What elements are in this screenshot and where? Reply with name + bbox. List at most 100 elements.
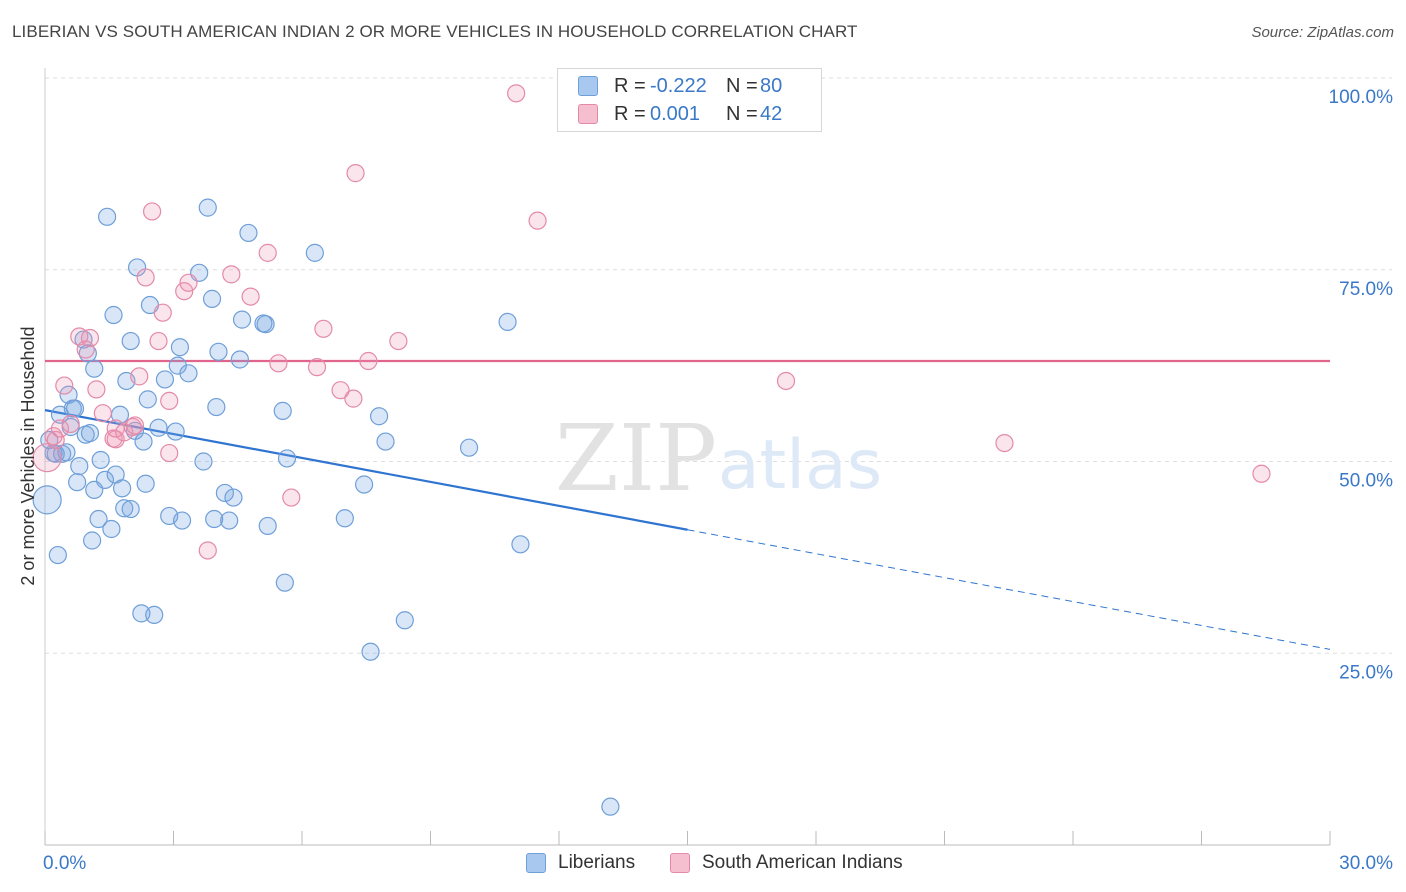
data-point	[136, 474, 155, 493]
data-point	[498, 312, 517, 332]
data-point	[153, 303, 172, 322]
data-point	[335, 509, 354, 528]
data-point	[314, 319, 333, 338]
data-point	[370, 407, 389, 426]
grid-lines	[45, 77, 1392, 654]
data-point	[50, 419, 70, 438]
data-point	[115, 499, 134, 518]
data-point	[65, 399, 85, 418]
series-legend-liberians[interactable]: Liberians	[526, 852, 635, 874]
data-point	[209, 342, 228, 361]
data-point	[207, 397, 226, 417]
data-point	[68, 473, 87, 492]
chart-title: LIBERIAN VS SOUTH AMERICAN INDIAN 2 OR M…	[12, 22, 858, 41]
series-liberians	[32, 198, 620, 816]
data-point	[511, 535, 530, 554]
watermark-atlas: atlas	[718, 426, 882, 505]
data-point	[198, 198, 217, 217]
data-point	[32, 485, 62, 515]
data-point	[179, 364, 198, 383]
data-point	[160, 391, 179, 411]
data-point	[70, 457, 89, 476]
x-tick-label: 0.0%	[43, 853, 86, 874]
data-point	[258, 243, 277, 262]
data-point	[172, 511, 192, 530]
data-point	[269, 354, 288, 373]
data-point	[376, 432, 395, 451]
legend-r-value: -0.222	[650, 74, 707, 97]
series-legend: Liberians South American Indians	[0, 852, 1406, 876]
series-legend-south-american-indians[interactable]: South American Indians	[670, 852, 903, 874]
data-point	[601, 797, 620, 816]
data-point	[220, 511, 239, 530]
legend-n-value: 80	[760, 74, 783, 97]
data-point	[459, 438, 479, 457]
data-point	[102, 519, 121, 539]
data-point	[258, 516, 277, 536]
data-point	[138, 390, 157, 409]
data-point	[307, 358, 327, 377]
data-point	[254, 314, 273, 333]
data-point	[277, 449, 297, 468]
data-point	[145, 605, 164, 625]
data-point	[222, 265, 241, 284]
data-point	[395, 611, 414, 630]
correlation-legend: R = -0.222 N = 80 R = 0.001 N = 42	[557, 68, 822, 132]
data-point	[205, 509, 224, 529]
data-point	[112, 479, 132, 498]
data-point	[346, 164, 365, 183]
legend-swatch-south-american-indians	[578, 104, 598, 124]
data-point	[776, 371, 796, 391]
legend-swatch-liberians	[526, 853, 546, 873]
data-point	[149, 331, 168, 351]
legend-row-liberians: R = -0.222 N = 80	[578, 73, 782, 99]
data-point	[160, 443, 179, 463]
data-point	[344, 389, 363, 408]
y-tick-label: 50.0%	[1339, 471, 1393, 492]
data-point	[198, 541, 217, 560]
data-point	[175, 282, 194, 301]
chart-source: Source: ZipAtlas.com	[1251, 24, 1394, 41]
data-point	[85, 359, 104, 378]
data-point	[121, 499, 140, 519]
data-point	[275, 573, 294, 592]
legend-swatch-south-american-indians	[670, 853, 690, 873]
legend-row-south-american-indians: R = 0.001 N = 42	[578, 101, 782, 127]
data-point	[230, 350, 249, 369]
data-point	[224, 488, 243, 507]
series-legend-label: South American Indians	[702, 852, 903, 873]
data-point	[134, 432, 153, 451]
data-point	[170, 338, 190, 357]
data-point	[166, 422, 185, 441]
data-point	[355, 475, 374, 494]
data-point	[232, 310, 252, 329]
data-point	[87, 380, 106, 399]
data-point	[331, 381, 350, 400]
data-point	[995, 433, 1014, 453]
data-point	[507, 84, 526, 103]
data-point	[1252, 464, 1271, 483]
axes	[44, 68, 1331, 846]
data-point	[83, 531, 102, 550]
legend-n-label: N =	[726, 102, 758, 125]
data-point	[46, 430, 65, 450]
data-point	[48, 545, 67, 565]
data-point	[389, 331, 408, 351]
data-point	[215, 483, 234, 503]
data-point	[282, 488, 301, 507]
legend-n-label: N =	[726, 74, 758, 97]
data-point	[32, 443, 62, 473]
watermark: ZIP atlas	[555, 405, 882, 512]
data-point	[93, 404, 112, 423]
data-point	[361, 642, 380, 661]
trend-line-liberians-extension	[687, 529, 1331, 650]
data-point	[91, 450, 110, 470]
data-point	[179, 273, 198, 292]
data-point	[57, 443, 76, 462]
data-point	[55, 376, 74, 395]
data-point	[359, 351, 378, 371]
legend-r-label: R =	[614, 74, 646, 97]
data-point	[239, 223, 258, 243]
data-points	[32, 84, 1271, 816]
